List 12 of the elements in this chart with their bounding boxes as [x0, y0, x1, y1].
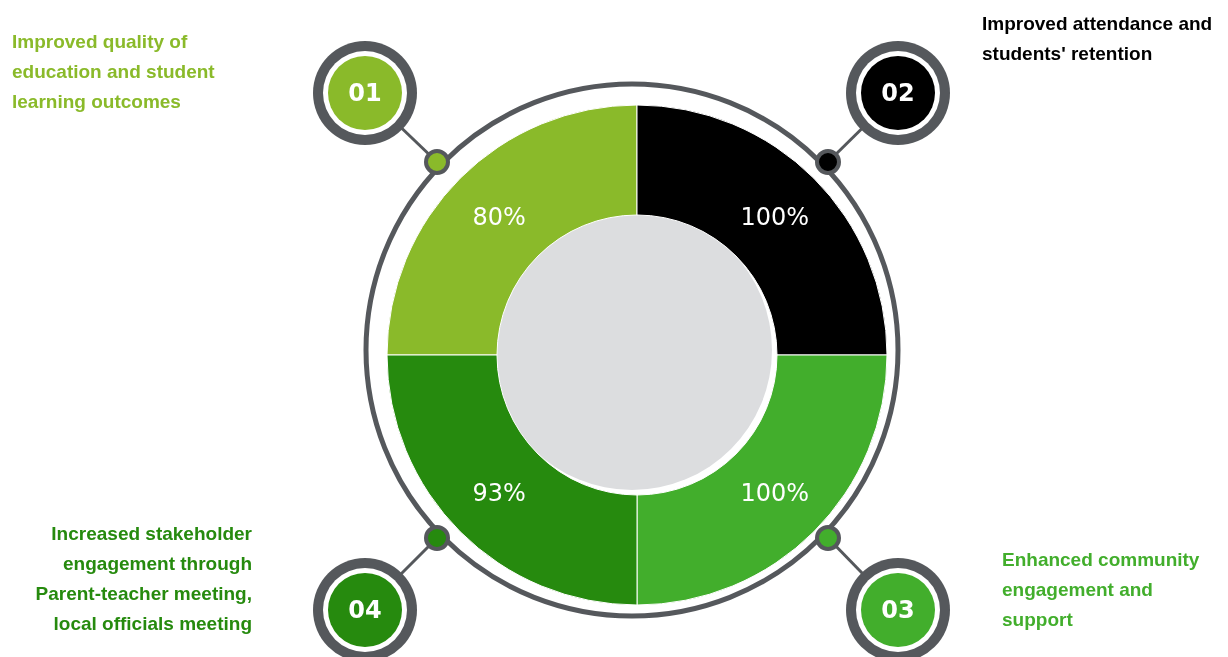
category-label: Enhanced community engagement and support — [1002, 549, 1200, 630]
text: 01 — [348, 79, 382, 107]
category-label: Improved attendance and students' retention — [982, 13, 1213, 64]
text: 03 — [881, 596, 915, 624]
data-label: 100% — [740, 478, 810, 507]
data-label: 100% — [740, 203, 810, 232]
category-label: Increased stakeholder engagement through Parent-teacher meeting, local officials meeting — [35, 523, 253, 634]
category-label: Improved quality of education and student learning outcomes — [12, 31, 216, 112]
data-label: 80% — [472, 203, 526, 232]
text: 04 — [348, 596, 382, 624]
text: 02 — [881, 79, 915, 107]
data-label: 93% — [472, 478, 526, 507]
